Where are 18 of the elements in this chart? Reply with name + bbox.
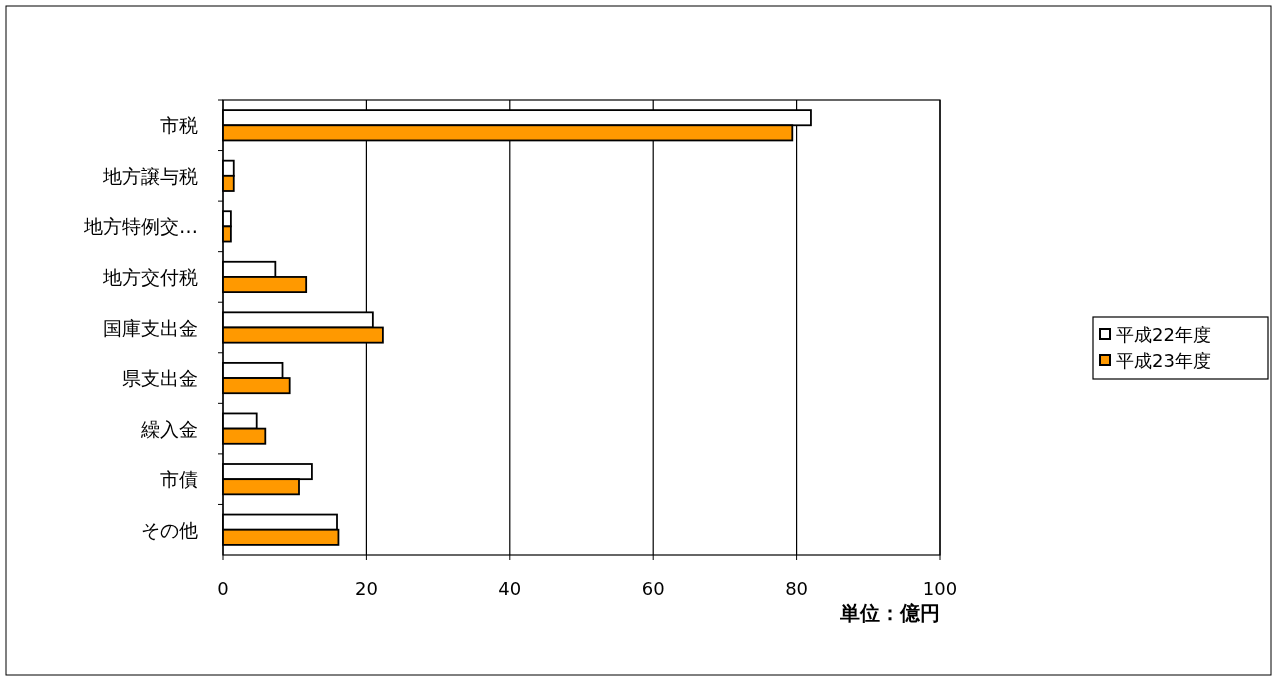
y-tick-label: 地方交付税 — [102, 265, 198, 288]
x-tick-label: 80 — [785, 578, 809, 599]
y-tick-label: 地方特例交… — [83, 215, 198, 238]
x-tick-label: 20 — [354, 578, 378, 599]
y-tick-label: 繰入金 — [140, 417, 198, 440]
x-tick-label: 40 — [498, 578, 522, 599]
legend-label: 平成22年度 — [1116, 324, 1211, 345]
y-tick-label: 県支出金 — [122, 367, 198, 390]
x-tick-label: 60 — [641, 578, 665, 599]
y-tick-label: 国庫支出金 — [103, 316, 198, 339]
y-tick-label: 市債 — [160, 468, 198, 491]
x-tick-label: 100 — [922, 578, 958, 599]
y-tick-label: 市税 — [160, 114, 198, 137]
legend-label: 平成23年度 — [1116, 350, 1211, 371]
y-tick-label: その他 — [141, 518, 198, 541]
x-tick-label: 0 — [217, 578, 229, 599]
text: 単位：億円 — [839, 601, 940, 625]
y-tick-label: 地方譲与税 — [102, 164, 198, 187]
